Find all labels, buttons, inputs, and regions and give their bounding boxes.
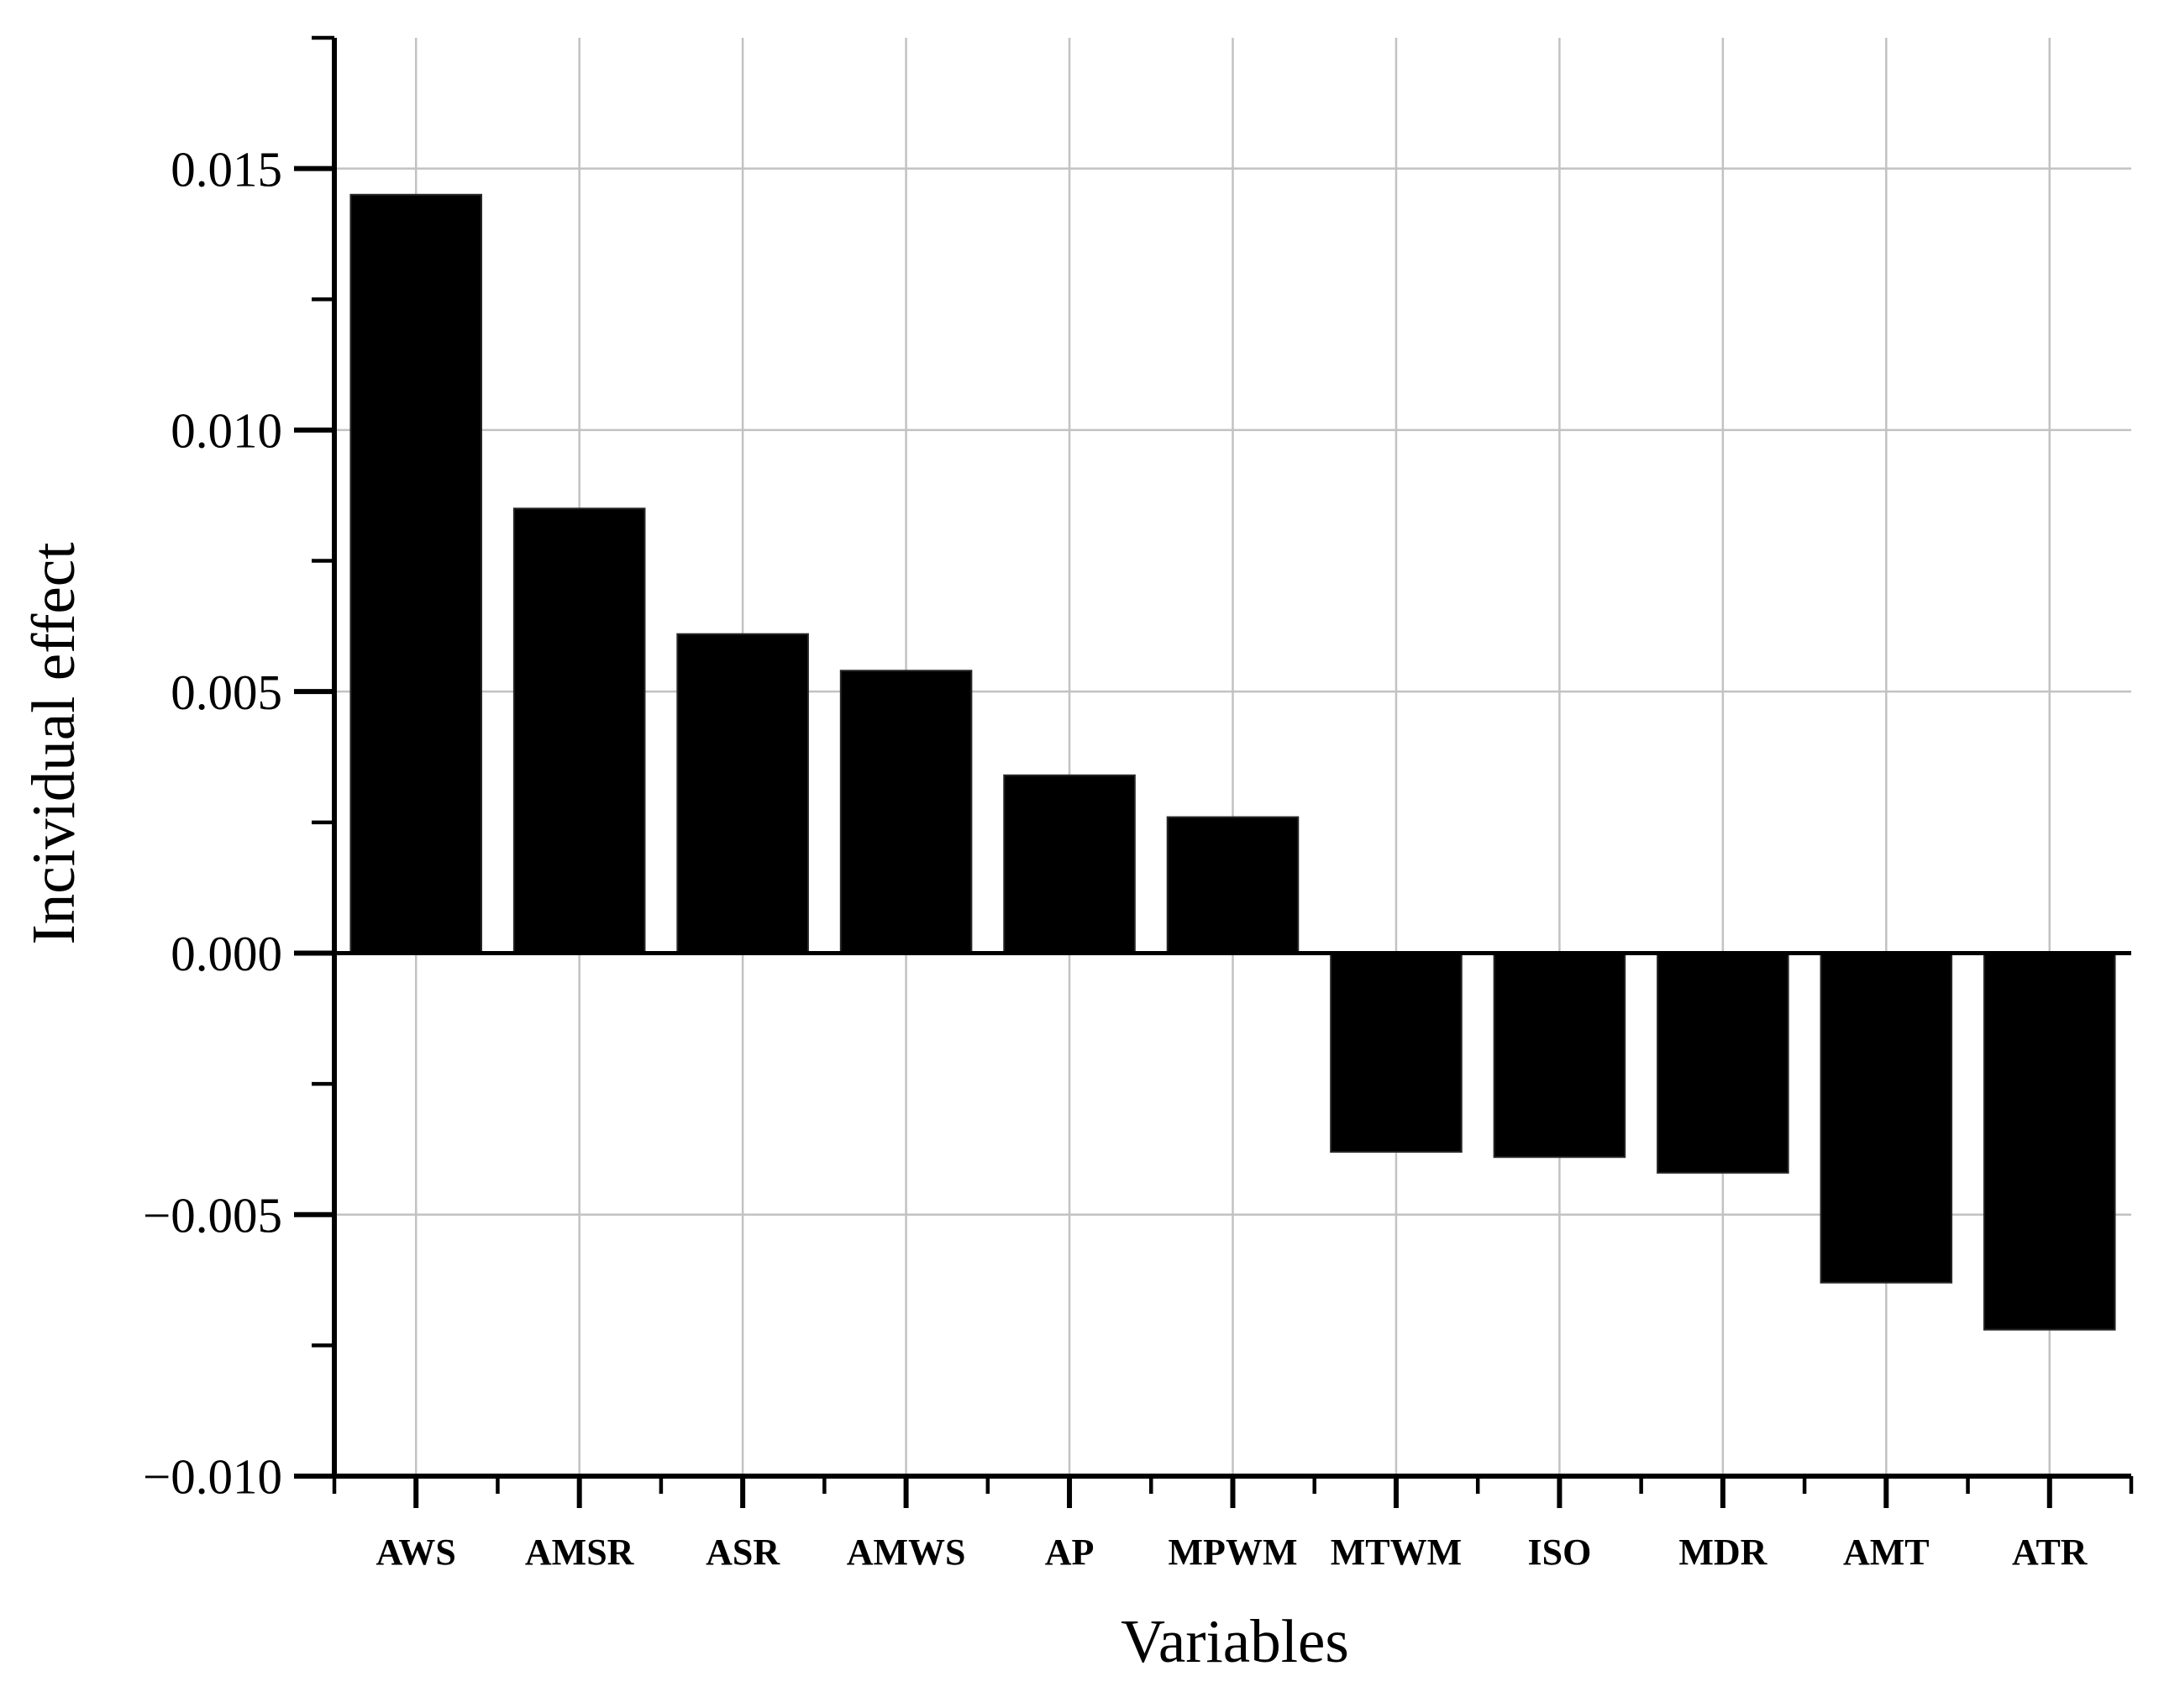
x-category-label: MPWM [1169,1532,1298,1573]
y-tick-label: 0.005 [171,665,282,720]
y-tick-label: −0.005 [143,1187,282,1243]
tick-labels-layer: 0.015 0.010 0.005 0.000 −0.005 −0.010 AWS AMSR A… [143,141,2088,1573]
x-category-label: AMT [1843,1532,1930,1573]
bar-amsr [512,507,646,954]
bar-amt [1820,952,1953,1284]
x-category-label: ATR [2012,1532,2088,1573]
bar-amws [839,670,973,954]
x-category-label: AMWS [847,1532,966,1573]
bar-mdr [1657,952,1789,1174]
gridlines-layer [334,38,2131,1476]
x-category-label: ISO [1527,1532,1591,1573]
axes-layer [294,35,2134,1508]
y-tick-label: 0.010 [171,403,282,459]
bar-mpwm [1166,816,1300,954]
bar-atr [1983,952,2116,1331]
y-tick-label: 0.000 [171,926,282,981]
bar-iso [1493,952,1626,1159]
bar-aws [349,193,483,954]
x-category-label: AWS [376,1532,456,1573]
x-category-label: MDR [1678,1532,1767,1573]
bars-layer [349,193,2116,1331]
x-category-label: MTWM [1331,1532,1462,1573]
x-axis-title: Variables [1121,1607,1349,1675]
bar-asr [676,633,809,954]
x-category-label: AMSR [525,1532,635,1573]
y-tick-label: 0.015 [171,141,282,197]
x-category-label: ASR [706,1532,780,1573]
y-axis-title: Incividual effect [19,543,87,945]
y-tick-label: −0.010 [143,1449,282,1505]
x-category-label: AP [1045,1532,1095,1573]
bar-mtwm [1330,952,1463,1154]
bar-ap [1003,774,1136,954]
